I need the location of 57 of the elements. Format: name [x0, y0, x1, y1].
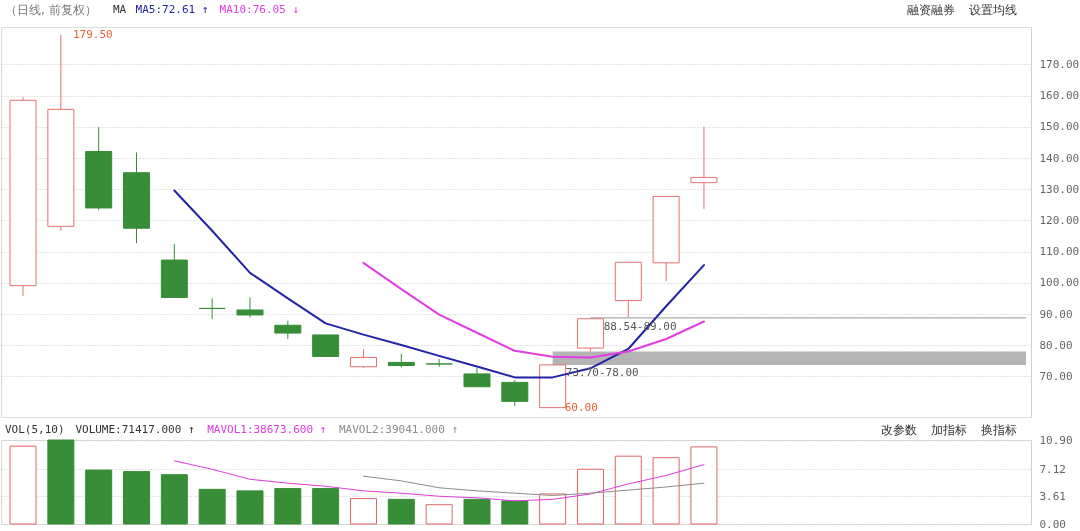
bar [123, 471, 151, 525]
bar [47, 439, 75, 525]
y-tick-label: 170.00 [1039, 57, 1080, 71]
annotation: 179.50 [72, 27, 113, 41]
bar [576, 468, 604, 525]
text: 改参数 [881, 423, 917, 437]
y-tick-label: 150.00 [1039, 120, 1080, 134]
candlestick [690, 126, 718, 210]
bar [312, 488, 340, 525]
y-tick-label: 3.61 [1039, 489, 1066, 503]
y-tick-label: 100.00 [1039, 276, 1080, 290]
series-label: VOLUME:71417.000 ↑ [75, 423, 195, 436]
candlestick [198, 297, 226, 320]
bar [236, 490, 264, 525]
line-series [362, 261, 705, 359]
bar [274, 488, 302, 525]
y-tick-label: 80.00 [1039, 338, 1073, 352]
bar [652, 457, 680, 525]
y-tick-label: 160.00 [1039, 89, 1080, 103]
bar [85, 469, 113, 525]
bar [198, 488, 226, 525]
bar [349, 498, 377, 525]
y-tick-label: 90.00 [1039, 307, 1073, 321]
text: MA10:76.05 ↓ [219, 3, 300, 16]
y-tick-label: 0.00 [1039, 517, 1066, 531]
y-tick-label: 110.00 [1039, 245, 1080, 259]
text: 换指标 [981, 423, 1017, 437]
bar [425, 504, 453, 525]
bar [690, 446, 718, 525]
text: MAVOL2:39041.000 ↑ [338, 423, 459, 436]
bar [501, 500, 529, 525]
legend-title: VOL(5,10) [5, 423, 65, 436]
y-tick-label: 70.00 [1039, 369, 1073, 383]
bar [9, 445, 37, 525]
y-tick-label: 10.90 [1039, 433, 1073, 447]
bar [463, 498, 491, 525]
bar [160, 474, 188, 525]
line-series [362, 475, 705, 496]
y-tick-label: 120.00 [1039, 213, 1080, 227]
text: 融资融券 [907, 3, 955, 17]
legend-title: MA [112, 3, 127, 16]
line-series [173, 189, 705, 379]
text: MA5:72.61 ↑ [135, 3, 209, 16]
band-label: 73.70-78.00 [565, 365, 639, 379]
chart-title: （日线, 前复权） [5, 3, 97, 17]
text: 加指标 [931, 423, 967, 437]
y-tick-label: 7.12 [1039, 462, 1066, 476]
candlestick [425, 358, 453, 368]
y-tick-label: 130.00 [1039, 182, 1080, 196]
text: MAVOL1:38673.600 ↑ [207, 423, 327, 436]
line-series [173, 460, 705, 502]
annotation: 60.00 [564, 400, 598, 414]
bar [387, 498, 415, 525]
y-tick-label: 140.00 [1039, 151, 1080, 165]
text: 设置均线 [969, 3, 1017, 17]
bar [614, 455, 642, 525]
bar [539, 493, 567, 525]
